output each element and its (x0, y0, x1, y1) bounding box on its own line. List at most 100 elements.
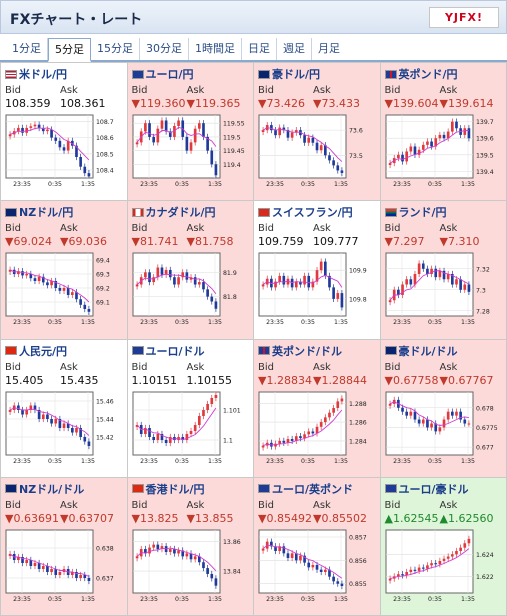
pair-card[interactable]: ランド/円 Bid ▼7.297 Ask ▼7.310 7.32 7.3 7.28 23:35 0… (380, 201, 506, 339)
tab-1[interactable]: 5分足 (48, 38, 91, 62)
candle-body (438, 271, 441, 278)
pair-title[interactable]: ユーロ/ドル (131, 344, 250, 358)
pair-title[interactable]: 豪ドル/ドル (384, 344, 503, 358)
pair-card[interactable]: NZドル/ドル Bid ▼0.63691 Ask ▼0.63707 0.638 0.637 2… (1, 477, 127, 615)
candle-body (29, 274, 33, 279)
pair-card[interactable]: ユーロ/豪ドル Bid ▲1.62545 Ask ▲1.62560 1.624 1.622 2… (380, 477, 506, 615)
moving-average-line (389, 130, 469, 164)
pair-title[interactable]: ユーロ/英ポンド (258, 482, 376, 496)
mini-chart[interactable]: 1.624 1.622 23:35 0:35 1:35 (385, 529, 504, 606)
mini-chart[interactable]: 1.101 1.1 23:35 0:35 1:35 (132, 391, 251, 468)
pair-title[interactable]: NZドル/ドル (5, 482, 123, 496)
bid-value: 109.759 (258, 235, 304, 249)
candle-body (340, 583, 344, 586)
tab-4[interactable]: 1時間足 (189, 38, 242, 60)
pair-card[interactable]: カナダドル/円 Bid ▼81.741 Ask ▼81.758 81.9 81.8 23:35… (127, 201, 253, 339)
candle-body (458, 547, 462, 551)
candle-body (17, 127, 20, 132)
ca-flag-icon (131, 207, 144, 217)
candle-body (135, 142, 138, 145)
candle-body (294, 281, 298, 288)
pair-card[interactable]: ユーロ/ドル Bid 1.10151 Ask 1.10155 1.101 1.1 23:35 0… (127, 339, 253, 477)
bid-label: Bid (131, 361, 148, 373)
pair-title[interactable]: 米ドル/円 (5, 67, 123, 81)
pair-title[interactable]: 英ポンド/ドル (258, 344, 376, 358)
pair-card[interactable]: ユーロ/英ポンド Bid ▼0.85492 Ask ▼0.85502 0.857 0.856… (254, 477, 380, 615)
candle-body (79, 299, 82, 306)
pair-name: 豪ドル/ドル (398, 344, 458, 358)
quote-row: Bid ▼81.741 Ask ▼81.758 (132, 223, 250, 248)
candle-chart: 108.7 108.6 108.5 108.4 23:35 0:35 1:35 (5, 114, 114, 188)
mini-chart[interactable]: 139.7 139.6 139.5 139.4 23:35 0:35 1:35 (385, 114, 504, 191)
candle-body (37, 562, 41, 569)
ask-quote: Ask 108.361 (60, 85, 115, 110)
pair-name: スイスフラン/円 (272, 206, 353, 220)
bid-quote: Bid ▼73.426 (258, 85, 313, 110)
pair-card[interactable]: 豪ドル/ドル Bid ▼0.67758 Ask ▼0.67767 0.678 0.6775 0… (380, 339, 506, 477)
pair-card[interactable]: 米ドル/円 Bid 108.359 Ask 108.361 108.7 108.6 108.5… (1, 63, 127, 201)
candle-body (400, 573, 404, 576)
y-tick-label: 7.3 (476, 288, 486, 295)
mini-chart[interactable]: 109.9 109.8 23:35 0:35 1:35 (258, 252, 377, 329)
x-tick-label: 23:35 (140, 319, 158, 326)
pair-card[interactable]: NZドル/円 Bid ▼69.024 Ask ▼69.036 69.4 69.3 69.2 69… (1, 201, 127, 339)
candle-body (425, 419, 429, 427)
mini-chart[interactable]: 13.86 13.84 23:35 0:35 1:35 (132, 529, 251, 606)
pair-card[interactable]: スイスフラン/円 Bid 109.759 Ask 109.777 109.9 109.8 23… (254, 201, 380, 339)
mini-chart[interactable]: 0.678 0.6775 0.677 23:35 0:35 1:35 (385, 391, 504, 468)
candle-body (299, 435, 302, 438)
mini-chart[interactable]: 69.4 69.3 69.2 69.1 23:35 0:35 1:35 (5, 252, 124, 329)
candle-body (17, 405, 20, 410)
mini-chart[interactable]: 73.6 73.5 23:35 0:35 1:35 (258, 114, 377, 191)
candle-body (467, 284, 470, 293)
candle-body (336, 293, 340, 300)
mini-chart[interactable]: 0.638 0.637 23:35 0:35 1:35 (5, 529, 124, 606)
mini-chart[interactable]: 119.55 119.5 119.45 119.4 23:35 0:35 1:35 (132, 114, 251, 191)
x-tick-label: 1:35 (208, 596, 222, 603)
mini-chart[interactable]: 7.32 7.3 7.28 23:35 0:35 1:35 (385, 252, 504, 329)
mini-chart[interactable]: 0.857 0.856 0.855 23:35 0:35 1:35 (258, 529, 377, 606)
tab-5[interactable]: 日足 (242, 38, 277, 60)
tab-0[interactable]: 1分足 (6, 38, 48, 60)
bid-value: ▼69.024 (5, 235, 52, 249)
pair-card[interactable]: 英ポンド/ドル Bid ▼1.28834 Ask ▼1.28844 1.288 1.286 1… (254, 339, 380, 477)
pair-title[interactable]: ユーロ/豪ドル (384, 482, 503, 496)
pair-title[interactable]: 豪ドル/円 (258, 67, 376, 81)
candle-body (151, 544, 155, 548)
y-tick-label: 139.7 (476, 119, 494, 126)
y-tick-label: 0.678 (476, 405, 494, 412)
x-tick-label: 1:35 (334, 596, 348, 603)
mini-chart[interactable]: 108.7 108.6 108.5 108.4 23:35 0:35 1:35 (5, 114, 124, 191)
pair-card[interactable]: ユーロ/円 Bid ▼119.360 Ask ▼119.365 119.55 119.5 11… (127, 63, 253, 201)
candle-body (286, 438, 290, 443)
candle-body (160, 267, 163, 276)
y-tick-label: 139.5 (476, 152, 494, 159)
bid-label: Bid (131, 85, 148, 96)
mini-chart[interactable]: 15.46 15.44 15.42 23:35 0:35 1:35 (5, 391, 124, 468)
pair-title[interactable]: 英ポンド/円 (384, 67, 503, 81)
candle-body (462, 284, 466, 290)
pair-title[interactable]: スイスフラン/円 (258, 205, 376, 219)
yjfx-logo[interactable]: YJFX! (429, 7, 499, 28)
candle-body (408, 569, 412, 572)
pair-title[interactable]: ユーロ/円 (131, 67, 250, 81)
pair-card[interactable]: 香港ドル/円 Bid ▼13.825 Ask ▼13.855 13.86 13.84 23:3… (127, 477, 253, 615)
pair-card[interactable]: 人民元/円 Bid 15.405 Ask 15.435 15.46 15.44 15.42 23… (1, 339, 127, 477)
tab-2[interactable]: 15分足 (91, 38, 140, 60)
mini-chart[interactable]: 1.288 1.286 1.284 23:35 0:35 1:35 (258, 391, 377, 468)
pair-card[interactable]: 豪ドル/円 Bid ▼73.426 Ask ▼73.433 73.6 73.5 23:35 0:… (254, 63, 380, 201)
pair-title[interactable]: 人民元/円 (5, 344, 123, 358)
candle-body (396, 154, 400, 159)
pair-title[interactable]: 香港ドル/円 (131, 482, 250, 496)
pair-title[interactable]: ランド/円 (384, 205, 503, 219)
tab-6[interactable]: 週足 (277, 38, 312, 60)
za-flag-icon (384, 207, 397, 217)
bid-label: Bid (384, 361, 401, 373)
tab-3[interactable]: 30分足 (140, 38, 189, 60)
mini-chart[interactable]: 81.9 81.8 23:35 0:35 1:35 (132, 252, 251, 329)
candle-body (75, 571, 78, 578)
tab-7[interactable]: 月足 (318, 42, 340, 55)
pair-card[interactable]: 英ポンド/円 Bid ▼139.604 Ask ▼139.614 139.7 139.6 13… (380, 63, 506, 201)
pair-title[interactable]: カナダドル/円 (131, 205, 250, 219)
pair-title[interactable]: NZドル/円 (5, 205, 123, 219)
